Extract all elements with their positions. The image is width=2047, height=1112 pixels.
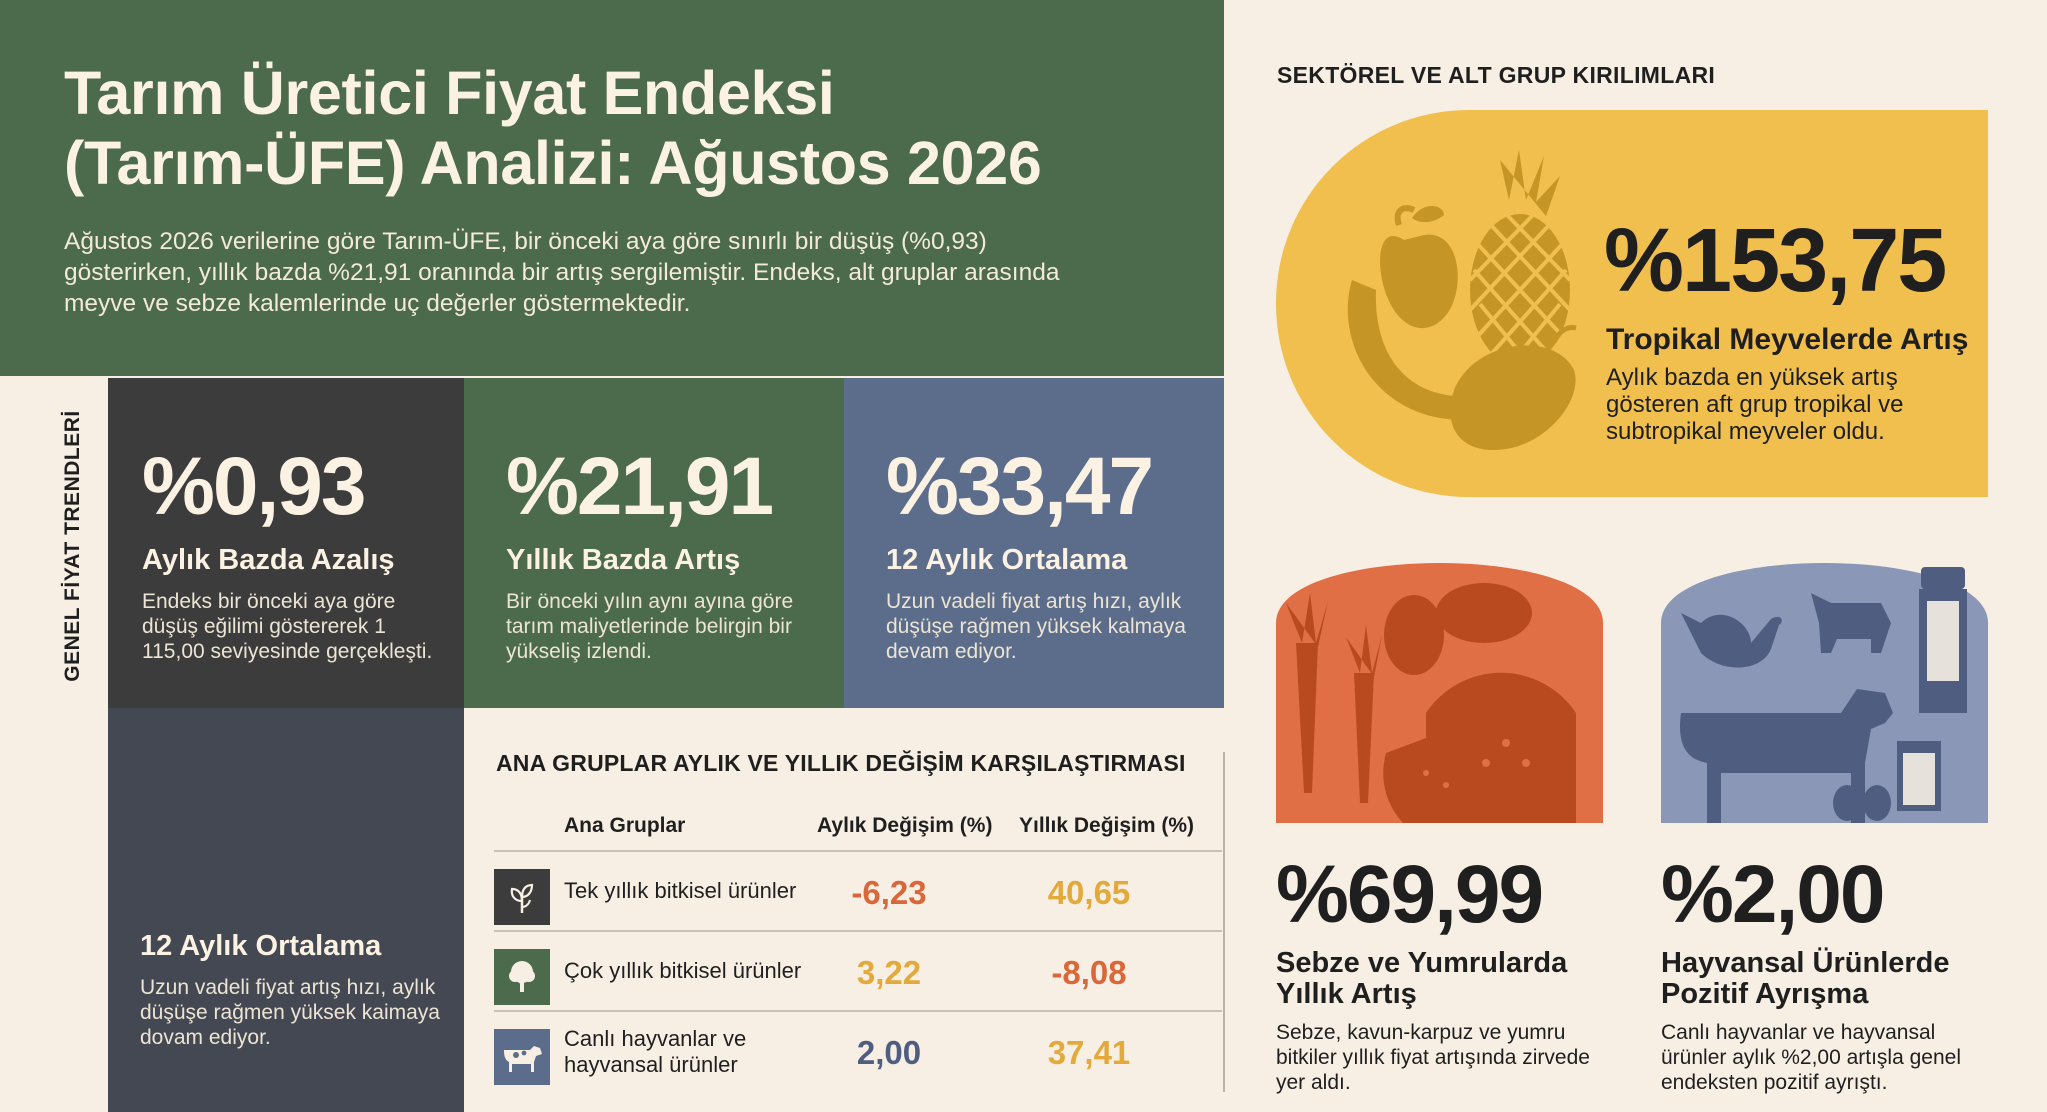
- stat-heading: 12 Aylık Ortalama: [886, 544, 1128, 576]
- row-monthly-value: 3,22: [856, 954, 922, 991]
- vertical-divider: [1223, 752, 1225, 1092]
- row-yearly-value: -8,08: [1051, 954, 1127, 991]
- stat-text: Bir önceki yılın aynı ayına göre tarım m…: [506, 590, 794, 663]
- tropical-value: %153,75: [1604, 211, 1947, 311]
- stat-card-yearly: %21,91 Yıllık Bazda Artış Bir önceki yıl…: [464, 378, 844, 708]
- tropical-card: %153,75 Tropikal Meyvelerde Artış Aylık …: [1276, 110, 1988, 497]
- row-label: Çok yıllık bitkisel ürünler: [564, 958, 802, 983]
- header-panel: Tarım Üretici Fiyat Endeksi (Tarım-ÜFE) …: [0, 0, 1224, 376]
- animal-heading: Hayvansal Ürünlerde Pozitif Ayrışma: [1661, 947, 1950, 1010]
- table-header-divider: [494, 850, 1222, 852]
- row-monthly-value: -6,23: [851, 874, 927, 911]
- tropical-heading: Tropikal Meyvelerde Artış: [1606, 323, 1969, 356]
- tree-icon: [494, 949, 550, 1005]
- tropical-fruits-icon: [1347, 150, 1577, 450]
- title-line-1: Tarım Üretici Fiyat Endeksi: [64, 59, 835, 127]
- stat-card-12-month: %33,47 12 Aylık Ortalama Uzun vadeli fiy…: [844, 378, 1224, 708]
- right-section-title: SEKTÖREL VE ALT GRUP KIRILIMLARI: [1277, 62, 1716, 88]
- stat-value: %0,93: [142, 441, 367, 532]
- stat-heading: Aylık Bazda Azalış: [142, 544, 395, 576]
- col-header-monthly: Aylık Değişim (%): [817, 814, 993, 837]
- stat-heading: Yıllık Bazda Artış: [506, 544, 741, 576]
- vegetables-text: Sebze, kavun-karpuz ve yumru bitkiler yı…: [1276, 1021, 1590, 1094]
- row-yearly-value: 40,65: [1047, 874, 1131, 911]
- col-header-yearly: Yıllık Değişim (%): [1019, 814, 1195, 837]
- stat-text: Uzun vadeli fiyat artış hızı, aylık düşü…: [886, 590, 1186, 663]
- row-monthly-value: 2,00: [856, 1034, 922, 1071]
- cow-icon: [494, 1029, 550, 1085]
- intro-text: Ağustos 2026 verilerine göre Tarım-ÜFE, …: [64, 228, 1060, 317]
- stat-value: %21,91: [506, 441, 774, 532]
- side-label-text: GENEL FİYAT TRENDLERİ: [61, 410, 84, 682]
- stat-text: Endeks bir önceki aya göre düşüş eğilimi…: [142, 590, 433, 663]
- row-yearly-value: 37,41: [1047, 1034, 1131, 1071]
- stat-text: Uzun vadeli fiyat artış hızı, aylık düşü…: [140, 976, 440, 1049]
- col-header-group: Ana Gruplar: [564, 814, 686, 837]
- stat-card-monthly: %0,93 Aylık Bazda Azalış Endeks bir önce…: [108, 378, 464, 708]
- vegetables-heading: Sebze ve Yumrularda Yıllık Artış: [1276, 947, 1568, 1010]
- comparison-table: ANA GRUPLAR AYLIK VE YILLIK DEĞİŞİM KARŞ…: [464, 708, 1224, 1112]
- table-row: Çok yıllık bitkisel ürünler 3,22 -8,08: [494, 932, 1222, 1012]
- row-label-line-2: hayvansal ürünler: [564, 1052, 738, 1077]
- stat-value: %33,47: [886, 441, 1154, 532]
- animal-value: %2,00: [1661, 849, 1886, 940]
- table-row: Canlı hayvanlar ve hayvansal ürünler 2,0…: [494, 1012, 1222, 1092]
- stat-card-12-month-duplicate: 12 Aylık Ortalama Uzun vadeli fiyat artı…: [108, 708, 464, 1112]
- table-row: Tek yıllık bitkisel ürünler -6,23 40,65: [494, 852, 1222, 932]
- row-label-line-1: Canlı hayvanlar ve: [564, 1026, 747, 1051]
- tropical-text: Aylık bazda en yüksek artış gösteren aft…: [1606, 364, 1904, 445]
- table-title: ANA GRUPLAR AYLIK VE YILLIK DEĞİŞİM KARŞ…: [496, 750, 1186, 776]
- animal-text: Canlı hayvanlar ve hayvansal ürünler ayl…: [1661, 1021, 1961, 1094]
- row-label: Canlı hayvanlar ve hayvansal ürünler: [564, 1026, 746, 1078]
- side-label: GENEL FİYAT TRENDLERİ: [58, 396, 88, 696]
- livestock-icon: [1661, 563, 1988, 823]
- vegetables-icon: [1276, 563, 1603, 823]
- vegetables-value: %69,99: [1276, 849, 1544, 940]
- title-line-2: (Tarım-ÜFE) Analizi: Ağustos 2026: [64, 129, 1042, 197]
- row-label: Tek yıllık bitkisel ürünler: [564, 878, 797, 903]
- stat-heading: 12 Aylık Ortalama: [140, 930, 382, 962]
- page-title: Tarım Üretici Fiyat Endeksi (Tarım-ÜFE) …: [64, 58, 1224, 198]
- plant-icon: [494, 869, 550, 925]
